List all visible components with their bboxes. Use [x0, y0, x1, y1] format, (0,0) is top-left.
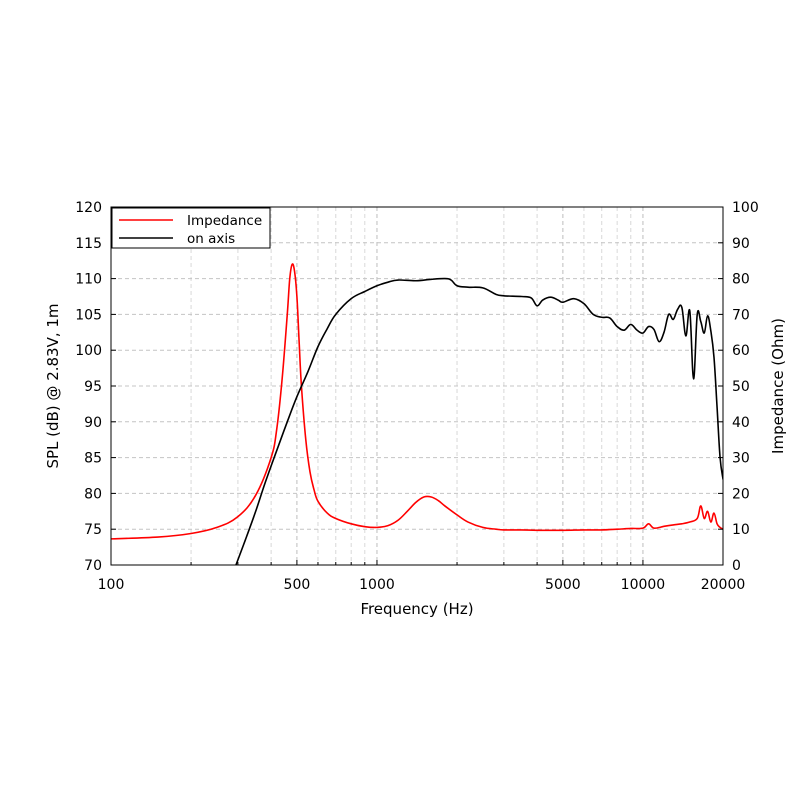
legend-label-on-axis: on axis	[187, 231, 235, 247]
y2-tick-label: 30	[732, 451, 750, 467]
y2-tick-label: 0	[732, 558, 741, 574]
y-tick-label: 75	[84, 522, 102, 538]
x-tick-label: 100	[98, 577, 125, 593]
y-tick-label: 115	[75, 236, 102, 252]
y2-tick-label: 80	[732, 272, 750, 288]
series-line-on-axis	[235, 277, 723, 565]
y2-axis-title: Impedance (Ohm)	[769, 318, 787, 454]
series-lines	[111, 263, 723, 565]
y-tick-label: 90	[84, 415, 102, 431]
x-axis-title: Frequency (Hz)	[360, 600, 473, 618]
y2-tick-label: 10	[732, 522, 750, 538]
y-tick-label: 105	[75, 307, 102, 323]
y-axis-title: SPL (dB) @ 2.83V, 1m	[44, 303, 62, 468]
y2-tick-label: 60	[732, 343, 750, 359]
y2-tick-label: 50	[732, 379, 750, 395]
y-tick-label: 70	[84, 558, 102, 574]
y-tick-label: 80	[84, 486, 102, 502]
x-tick-label: 500	[284, 577, 311, 593]
series-line-impedance	[111, 263, 723, 540]
x-tick-label: 5000	[545, 577, 581, 593]
x-tick-label: 10000	[621, 577, 666, 593]
y-tick-label: 110	[75, 272, 102, 288]
y2-tick-label: 90	[732, 236, 750, 252]
y2-tick-label: 100	[732, 200, 759, 216]
legend-label-impedance: Impedance	[187, 213, 262, 229]
y-tick-label: 85	[84, 451, 102, 467]
y2-tick-label: 20	[732, 486, 750, 502]
legend-box	[111, 207, 271, 249]
x-tick-label: 20000	[701, 577, 746, 593]
axis-ticks	[110, 206, 724, 566]
tick-labels: 100 500 1000 5000 10000 200007075808590951001…	[75, 200, 758, 593]
y-tick-label: 100	[75, 343, 102, 359]
x-tick-label: 1000	[359, 577, 395, 593]
y2-tick-label: 40	[732, 415, 750, 431]
y-tick-label: 95	[84, 379, 102, 395]
y2-tick-label: 70	[732, 307, 750, 323]
y-tick-label: 120	[75, 200, 102, 216]
legend: Impedance on axis	[111, 207, 271, 249]
